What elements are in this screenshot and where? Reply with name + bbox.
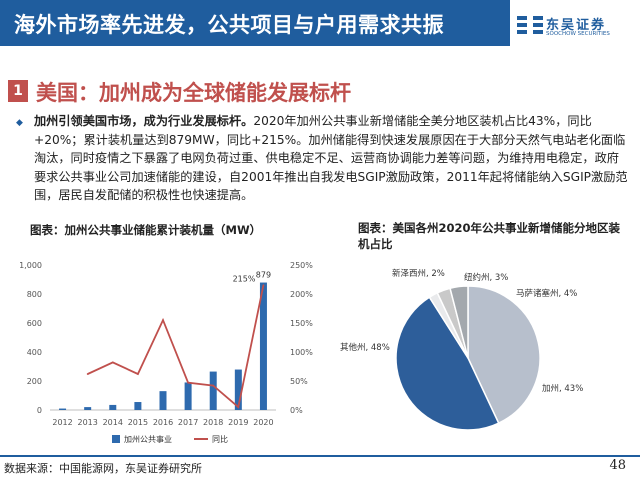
y-left-tick-label: 1,000 (19, 261, 42, 270)
y-left-tick-label: 0 (37, 406, 42, 415)
line-series-yoy (87, 285, 265, 409)
line-point (187, 381, 190, 384)
x-tick-label: 2014 (103, 418, 123, 427)
x-tick-label: 2016 (153, 418, 173, 427)
page-number: 48 (609, 458, 626, 473)
left-chart-title: 图表：加州公共事业储能累计装机量（MW） (30, 223, 262, 237)
header-banner: 海外市场率先进发，公共项目与户用需求共振 (0, 0, 510, 46)
line-data-label: 215% (233, 274, 256, 283)
data-source: 数据来源：中国能源网，东吴证券研究所 (4, 462, 202, 475)
x-tick-label: 2012 (52, 418, 72, 427)
x-tick-label: 2019 (228, 418, 248, 427)
x-tick-label: 2017 (178, 418, 198, 427)
bar (109, 404, 117, 410)
legend-bar-swatch (112, 435, 120, 443)
bar (84, 407, 92, 410)
y-right-tick-label: 50% (290, 377, 308, 386)
section-title: 美国：加州成为全球储能发展标杆 (36, 81, 351, 105)
y-left-tick-label: 400 (27, 348, 42, 357)
line-point (136, 373, 139, 375)
page-title: 海外市场率先进发，公共项目与户用需求共振 (14, 13, 444, 37)
y-left-tick-label: 600 (27, 319, 42, 328)
pie-slice (449, 285, 469, 359)
legend-line-label: 同比 (212, 434, 228, 444)
logo-name-en: SOOCHOW SECURITIES (546, 31, 610, 37)
line-point (212, 384, 215, 387)
bar-line-chart: 0 200 400 600 800 1,000 0% 50% 100% 150% 200% 250% 2… (19, 261, 313, 444)
line-point (237, 406, 240, 408)
y-right-tick-label: 0% (290, 406, 303, 415)
x-tick-label: 2020 (253, 418, 273, 427)
logo-name-cn: 东吴证券 (546, 18, 607, 33)
body-paragraph: 加州引领美国市场，成为行业发展标杆。2020年加州公共事业新增储能全美分地区装机… (34, 112, 630, 205)
y-right-tick-label: 100% (290, 348, 313, 357)
y-left-tick-label: 800 (27, 290, 42, 299)
bar (234, 369, 242, 410)
bar (259, 282, 267, 410)
bar (209, 371, 217, 410)
x-tick-label: 2015 (128, 418, 148, 427)
company-logo: 东吴证券 SOOCHOW SECURITIES (516, 14, 634, 40)
bar (159, 391, 167, 410)
bar-data-label: 879 (256, 271, 271, 280)
legend-bar-label: 加州公共事业 (124, 434, 172, 444)
pie-slice-label: 其他州, 48% (340, 342, 390, 353)
section-number: 1 (8, 80, 28, 102)
pie-slice-label: 新泽西州, 2% (392, 268, 445, 279)
bar (184, 382, 192, 410)
y-right-tick-label: 150% (290, 319, 313, 328)
line-point (262, 284, 265, 287)
pie-slice-label: 加州, 43% (542, 383, 583, 394)
logo-mark-icon (517, 14, 543, 36)
pie-chart: 加州, 43% 其他州, 48% 新泽西州, 2% 纽约州, 3% 马萨诸塞州, 4% (340, 268, 583, 431)
line-point (111, 361, 114, 364)
pie-slice-label: 马萨诸塞州, 4% (516, 288, 577, 299)
pie-slice (467, 285, 541, 425)
y-left-tick-label: 200 (27, 377, 42, 386)
paragraph-lead: 加州引领美国市场，成为行业发展标杆。 (34, 114, 254, 128)
x-tick-label: 2018 (203, 418, 223, 427)
bar (134, 402, 142, 410)
line-point (162, 319, 164, 321)
pie-slice (395, 296, 500, 431)
bar (59, 408, 67, 410)
line-point (86, 373, 89, 375)
diamond-bullet-icon: ◆ (16, 118, 23, 128)
right-chart-title: 图表：美国各州2020年公共事业新增储能分地区装机占比 (358, 221, 621, 251)
paragraph-body: 2020年加州公共事业新增储能全美分地区装机占比43%，同比+20%；累计装机量… (34, 114, 628, 203)
y-right-tick-label: 200% (290, 290, 313, 299)
pie-slice-label: 纽约州, 3% (464, 272, 508, 283)
footer-divider (0, 455, 640, 457)
x-tick-label: 2013 (77, 418, 97, 427)
y-right-tick-label: 250% (290, 261, 313, 270)
